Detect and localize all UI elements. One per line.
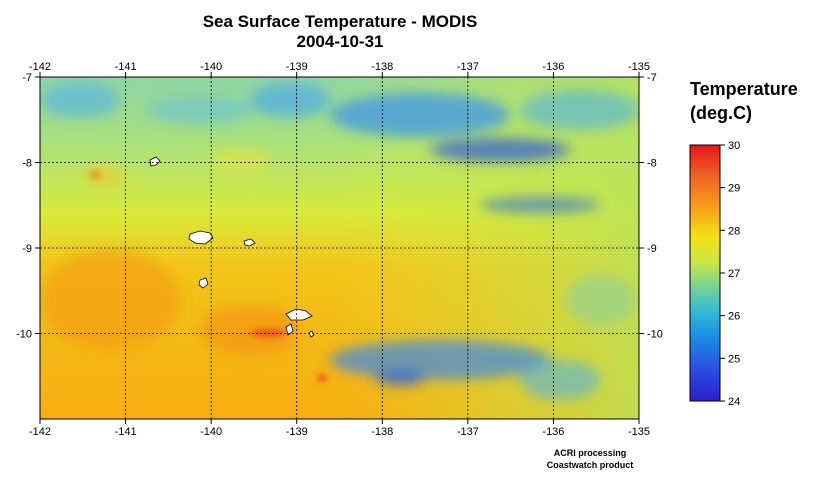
- lon-tick-label-top: -136: [542, 61, 564, 73]
- lon-tick-label-top: -138: [371, 61, 393, 73]
- legend-colorbar: [689, 144, 721, 402]
- lat-tick-label-right: -8: [647, 158, 657, 170]
- lon-tick-label-bottom: -135: [628, 426, 650, 438]
- legend-tick-label: 29: [728, 183, 740, 195]
- lat-tick-label-right: -7: [647, 72, 657, 84]
- lon-tick-label-top: -135: [628, 61, 650, 73]
- legend-title-line2: (deg.C): [690, 103, 752, 123]
- legend-tick-label: 28: [728, 225, 740, 237]
- lat-tick-label-left: -10: [16, 329, 32, 341]
- lon-tick-label-top: -142: [29, 61, 51, 73]
- map-title: Sea Surface Temperature - MODIS: [202, 12, 478, 31]
- lat-tick-label-left: -7: [22, 72, 32, 84]
- legend-tick-label: 26: [728, 311, 740, 323]
- lon-tick-label-bottom: -140: [200, 426, 222, 438]
- legend-tick-label: 25: [728, 353, 740, 365]
- lon-tick-label-bottom: -136: [542, 426, 564, 438]
- lon-tick-label-bottom: -139: [286, 426, 308, 438]
- legend-tick-label: 24: [728, 396, 740, 408]
- legend-title-line1: Temperature: [690, 79, 798, 99]
- lon-tick-label-bottom: -142: [29, 426, 51, 438]
- axis-ticks: -142 -142 -141 -141 -140 -140 -139 -139 -138 -138…: [16, 61, 663, 438]
- map-date: 2004-10-31: [296, 32, 384, 51]
- lon-tick-label-bottom: -138: [371, 426, 393, 438]
- lon-tick-label-top: -140: [200, 61, 222, 73]
- lat-tick-label-right: -9: [647, 243, 657, 255]
- lon-tick-label-bottom: -137: [457, 426, 479, 438]
- map-grid: [40, 77, 639, 419]
- lon-tick-label-top: -141: [115, 61, 137, 73]
- lat-tick-label-left: -9: [22, 243, 32, 255]
- legend-tick-label: 30: [728, 140, 740, 152]
- land-islands: [149, 156, 315, 338]
- lat-tick-label-right: -10: [647, 329, 663, 341]
- credit-product: Coastwatch product: [546, 460, 634, 470]
- sst-field: [40, 77, 639, 419]
- lon-tick-label-bottom: -141: [115, 426, 137, 438]
- lon-tick-label-top: -139: [286, 61, 308, 73]
- lat-tick-label-left: -8: [22, 158, 32, 170]
- legend-ticks: 30 29 28 27 26 25 24: [720, 140, 740, 408]
- credit-processing: ACRI processing: [553, 448, 627, 458]
- legend-tick-label: 27: [728, 268, 740, 280]
- lon-tick-label-top: -137: [457, 61, 479, 73]
